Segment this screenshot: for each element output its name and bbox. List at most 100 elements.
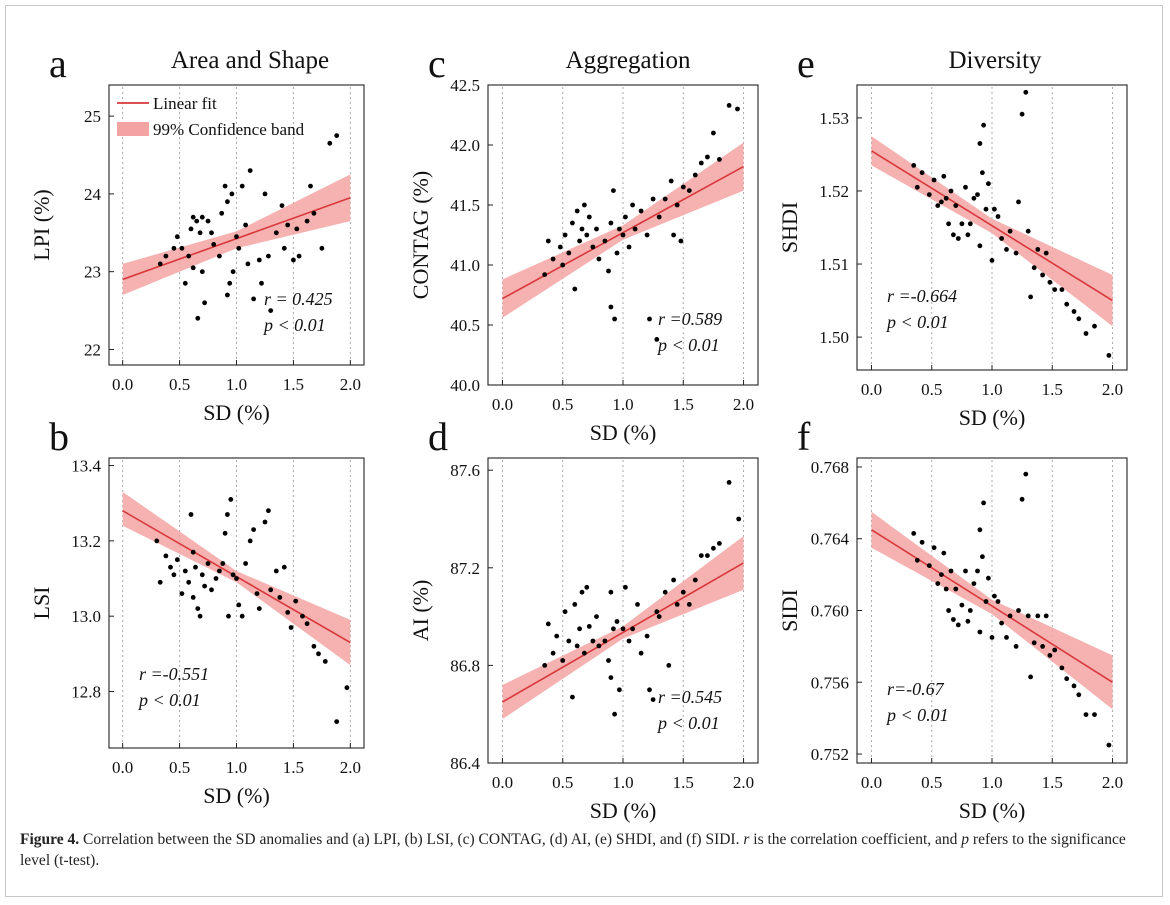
data-point-d-20	[608, 589, 614, 595]
data-point-d-0	[542, 663, 548, 668]
x-tick-label-e-2: 1.0	[981, 380, 1002, 399]
panel-d: d 0.0 0.5 1.0 1.5 2.0 86.4 86.8 87.2 87.6 SD (%) AI…	[408, 414, 759, 823]
panel-letter-d: d	[428, 414, 448, 459]
data-point-b-14	[197, 613, 203, 619]
data-point-e-40	[1040, 272, 1045, 278]
data-point-a-47	[308, 183, 313, 189]
data-point-d-39	[671, 577, 676, 583]
stat-p-c: p < 0.01	[656, 335, 720, 355]
data-point-b-15	[199, 572, 205, 578]
data-point-c-21	[608, 304, 614, 310]
data-point-c-6	[566, 250, 572, 256]
x-tick-label-b-3: 1.5	[283, 758, 304, 777]
x-tick-label-a-3: 1.5	[283, 375, 304, 394]
data-point-f-38	[1031, 640, 1037, 646]
data-point-f-45	[1064, 676, 1070, 682]
panel-f: f 0.0 0.5 1.0 1.5 2.0 0.752 0.756 0.760 0.764 0.76…	[777, 414, 1128, 823]
data-point-e-45	[1064, 301, 1070, 307]
data-point-e-5	[935, 203, 941, 209]
data-point-d-8	[572, 602, 578, 607]
data-point-e-20	[977, 141, 983, 146]
data-point-d-42	[686, 602, 692, 607]
confidence-band-f	[871, 511, 1113, 710]
data-point-c-50	[735, 106, 740, 112]
data-point-f-25	[986, 575, 991, 581]
data-point-e-36	[1025, 228, 1031, 234]
data-point-f-2	[919, 539, 925, 545]
data-point-c-43	[686, 188, 692, 194]
data-point-a-27	[234, 234, 239, 240]
y-tick-label-f-4: 0.768	[811, 458, 849, 477]
data-point-a-17	[209, 230, 214, 236]
data-point-d-7	[570, 694, 575, 700]
data-point-b-32	[251, 527, 256, 532]
column-title-diversity: Diversity	[948, 47, 1042, 74]
panel-letter-a: a	[49, 41, 67, 86]
data-point-c-23	[612, 316, 617, 322]
data-point-e-19	[975, 192, 980, 198]
x-tick-label-b-1: 0.5	[169, 758, 190, 777]
data-point-d-26	[620, 626, 626, 632]
data-point-b-0	[154, 538, 160, 544]
data-point-d-5	[562, 609, 568, 615]
data-point-e-27	[992, 206, 997, 212]
x-tick-label-d-1: 0.5	[552, 773, 573, 792]
data-point-b-46	[311, 643, 317, 649]
y-tick-label-f-2: 0.760	[811, 602, 849, 621]
caption-text-2: is the correlation coefficient, and	[749, 831, 962, 848]
data-point-e-1	[914, 184, 920, 190]
data-point-e-35	[1023, 89, 1029, 95]
data-point-b-40	[281, 564, 287, 570]
data-point-a-13	[199, 269, 205, 275]
data-point-b-48	[322, 659, 328, 664]
data-point-a-3	[174, 234, 180, 240]
y-tick-label-c-5: 42.5	[450, 76, 480, 95]
data-point-d-6	[566, 638, 572, 644]
data-point-d-14	[586, 624, 592, 629]
data-point-d-13	[584, 584, 590, 590]
data-point-f-22	[980, 554, 985, 560]
y-axis-label-a: LPI (%)	[29, 189, 54, 260]
data-point-c-25	[617, 226, 622, 232]
y-tick-label-c-3: 41.5	[450, 196, 480, 215]
data-point-c-10	[577, 238, 582, 244]
data-point-a-29	[239, 183, 245, 189]
data-point-e-18	[971, 195, 977, 201]
data-point-f-43	[1052, 647, 1058, 653]
data-point-a-49	[319, 245, 325, 251]
data-point-a-45	[296, 253, 302, 259]
x-tick-label-f-2: 1.0	[981, 773, 1002, 792]
stat-p-d: p < 0.01	[656, 713, 720, 733]
data-point-c-26	[620, 232, 626, 238]
data-point-f-47	[1076, 692, 1082, 698]
data-point-e-44	[1059, 287, 1065, 292]
data-point-b-16	[202, 583, 208, 589]
data-point-d-18	[602, 638, 608, 644]
data-point-c-17	[596, 256, 602, 262]
caption-r-symbol: r	[743, 831, 750, 848]
data-point-a-25	[229, 191, 235, 197]
x-tick-label-a-1: 0.5	[169, 375, 190, 394]
data-point-b-29	[239, 613, 245, 619]
stat-r-c: r =0.589	[658, 309, 722, 329]
data-point-b-3	[168, 564, 173, 570]
data-point-b-7	[182, 568, 188, 574]
data-point-c-8	[572, 286, 578, 292]
fit-line-d	[502, 562, 744, 703]
panel-letter-e: e	[797, 41, 815, 86]
data-point-a-14	[199, 214, 205, 220]
data-point-b-43	[293, 598, 299, 604]
data-point-e-7	[941, 173, 947, 179]
y-axis-label-c: CONTAG (%)	[408, 171, 433, 299]
data-point-a-15	[202, 300, 208, 306]
data-point-b-45	[304, 621, 310, 627]
data-point-b-10	[190, 549, 196, 555]
data-point-b-22	[222, 530, 228, 536]
data-point-e-17	[967, 221, 973, 227]
data-point-f-6	[939, 572, 944, 577]
x-axis-label-d: SD (%)	[590, 798, 657, 823]
data-point-a-33	[251, 296, 256, 302]
data-point-a-7	[188, 226, 194, 232]
data-point-b-36	[266, 508, 271, 514]
x-tick-label-a-0: 0.0	[112, 375, 133, 394]
